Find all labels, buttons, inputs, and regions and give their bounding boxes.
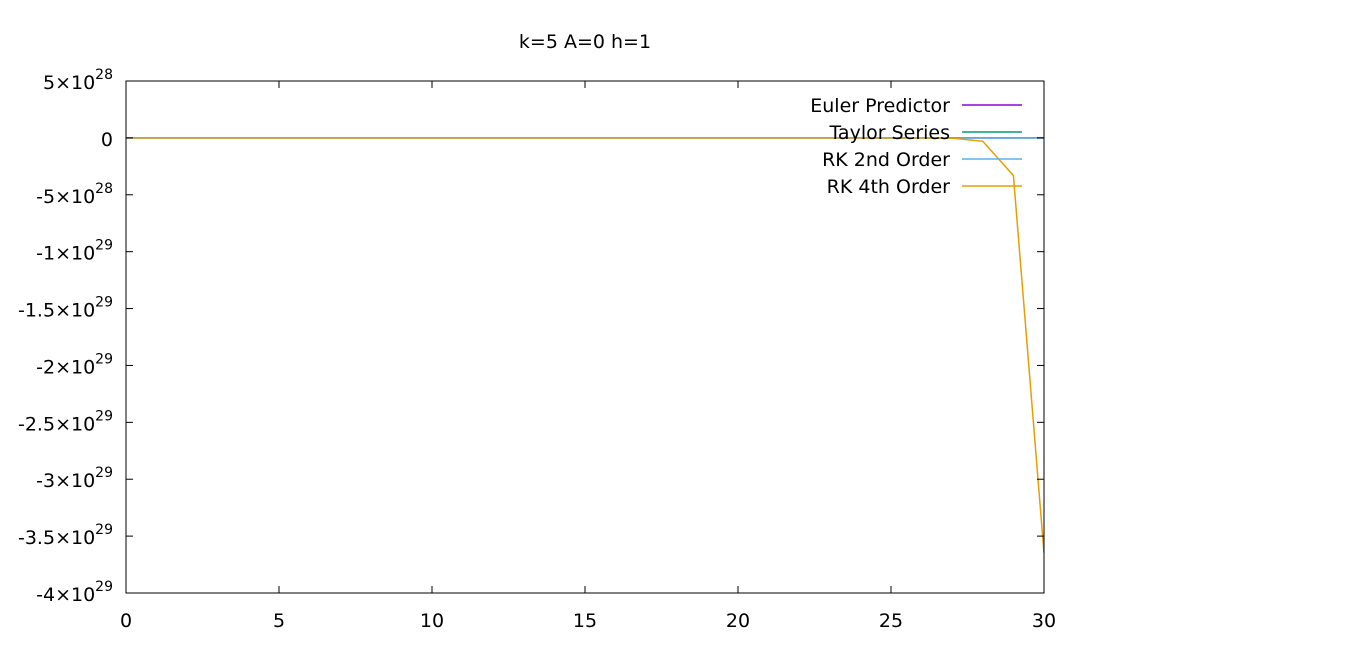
y-tick-mantissa: 5 (43, 72, 55, 94)
y-tick-exponent: 29 (95, 522, 113, 538)
y-tick-mantissa: -3.5 (18, 527, 55, 549)
legend-label: RK 4th Order (827, 176, 951, 198)
y-tick-label: -5×1028 (36, 181, 113, 208)
x-tick-label: 25 (879, 610, 903, 632)
y-tick-exponent: 29 (95, 295, 113, 311)
legend: Euler Predictor Taylor Series RK 2nd Order… (810, 95, 1022, 198)
y-tick-label: -4×1029 (36, 579, 113, 606)
y-tick-label: -1.5×1029 (18, 295, 113, 322)
legend-label: Euler Predictor (810, 95, 950, 117)
y-tick-mantissa: -3 (36, 470, 55, 492)
y-tick-mantissa: -5 (36, 186, 55, 208)
series-line-rk-4th-order (126, 137, 1044, 554)
y-tick-label: 0 (101, 129, 113, 151)
y-tick-label: -2×1029 (36, 351, 113, 378)
x-tick-label: 0 (120, 610, 132, 632)
y-tick-exponent: 28 (95, 67, 113, 83)
y-tick-exponent: 29 (95, 465, 113, 481)
y-tick-mantissa: -2 (36, 356, 55, 378)
chart-title: k=5 A=0 h=1 (519, 31, 651, 53)
y-tick-mantissa: -1 (36, 243, 55, 265)
y-tick-mantissa: -1.5 (18, 300, 55, 322)
y-tick-mantissa: -4 (36, 584, 55, 606)
y-tick-mantissa: -2.5 (18, 413, 55, 435)
legend-label: Taylor Series (828, 122, 950, 144)
y-tick-exponent: 29 (95, 351, 113, 367)
series-layer (126, 137, 1044, 554)
y-tick-label: 5×1028 (43, 67, 113, 94)
y-tick-exponent: 28 (95, 181, 113, 197)
y-tick-label: -3×1029 (36, 465, 113, 492)
y-tick-label: -2.5×1029 (18, 408, 113, 435)
x-tick-label: 5 (273, 610, 285, 632)
x-tick-label: 30 (1032, 610, 1056, 632)
x-tick-label: 10 (420, 610, 444, 632)
x-tick-label: 20 (726, 610, 750, 632)
axis-layer: 0 5 10 15 20 25 30 5×1028 0 -5×1028 -1×1029 -1.5×10… (18, 67, 1056, 632)
y-tick-mantissa: 0 (101, 129, 113, 151)
legend-label: RK 2nd Order (822, 149, 950, 171)
x-tick-label: 15 (573, 610, 597, 632)
y-tick-label: -3.5×1029 (18, 522, 113, 549)
y-tick-exponent: 29 (95, 579, 113, 595)
y-tick-label: -1×1029 (36, 238, 113, 265)
y-tick-exponent: 29 (95, 408, 113, 424)
y-tick-exponent: 29 (95, 238, 113, 254)
